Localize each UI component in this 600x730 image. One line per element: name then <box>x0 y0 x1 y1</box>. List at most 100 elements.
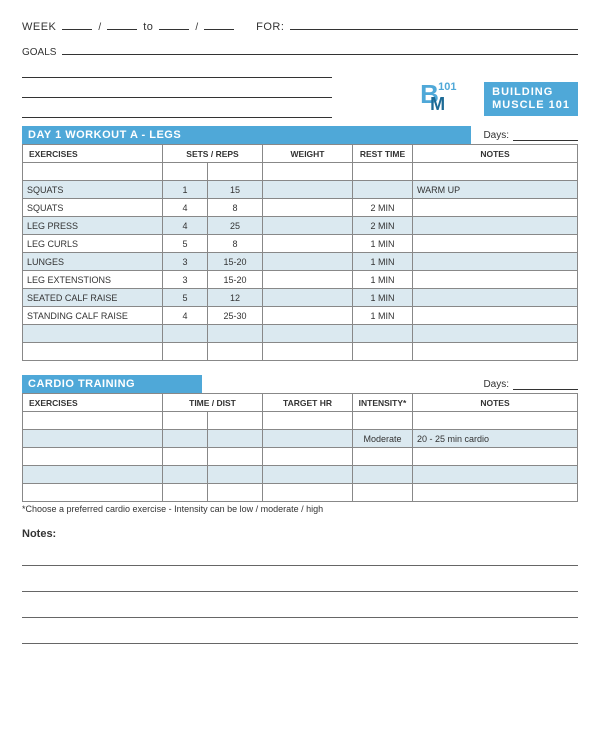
cell-notes[interactable] <box>413 163 578 181</box>
cell-hr[interactable] <box>263 466 353 484</box>
cell-exercise[interactable]: LUNGES <box>23 253 163 271</box>
cell-dist[interactable] <box>208 466 263 484</box>
cell-weight[interactable] <box>263 289 353 307</box>
cell-cardio-notes[interactable] <box>413 412 578 430</box>
cell-intensity[interactable] <box>353 466 413 484</box>
cell-notes[interactable] <box>413 199 578 217</box>
cell-time[interactable] <box>163 466 208 484</box>
cell-exercise[interactable]: LEG EXTENSTIONS <box>23 271 163 289</box>
cell-dist[interactable] <box>208 430 263 448</box>
for-field[interactable] <box>290 18 578 30</box>
cell-intensity[interactable] <box>353 412 413 430</box>
cell-rest[interactable]: 1 MIN <box>353 289 413 307</box>
cell-reps[interactable]: 8 <box>208 199 263 217</box>
cell-sets[interactable]: 5 <box>163 289 208 307</box>
cell-cardio-notes[interactable] <box>413 466 578 484</box>
notes-line-3[interactable] <box>22 592 578 618</box>
cell-exercise[interactable] <box>23 163 163 181</box>
cell-time[interactable] <box>163 448 208 466</box>
cell-rest[interactable] <box>353 163 413 181</box>
cell-hr[interactable] <box>263 412 353 430</box>
workout-days-field[interactable] <box>513 129 578 141</box>
cell-cardio-ex[interactable] <box>23 430 163 448</box>
week-field-3[interactable] <box>159 18 189 30</box>
cell-time[interactable] <box>163 484 208 502</box>
cell-reps[interactable] <box>208 343 263 361</box>
cell-reps[interactable] <box>208 325 263 343</box>
cell-sets[interactable] <box>163 325 208 343</box>
week-field-1[interactable] <box>62 18 92 30</box>
cell-cardio-ex[interactable] <box>23 466 163 484</box>
cell-exercise[interactable]: SQUATS <box>23 181 163 199</box>
cell-rest[interactable]: 1 MIN <box>353 235 413 253</box>
cell-hr[interactable] <box>263 484 353 502</box>
cell-rest[interactable]: 2 MIN <box>353 199 413 217</box>
cell-hr[interactable] <box>263 448 353 466</box>
cell-cardio-ex[interactable] <box>23 412 163 430</box>
cell-weight[interactable] <box>263 343 353 361</box>
cell-sets[interactable]: 4 <box>163 199 208 217</box>
cell-cardio-ex[interactable] <box>23 484 163 502</box>
cell-sets[interactable]: 3 <box>163 253 208 271</box>
cell-intensity[interactable] <box>353 448 413 466</box>
cell-weight[interactable] <box>263 163 353 181</box>
cell-weight[interactable] <box>263 253 353 271</box>
cell-weight[interactable] <box>263 325 353 343</box>
cell-reps[interactable]: 25 <box>208 217 263 235</box>
cell-notes[interactable] <box>413 325 578 343</box>
cell-rest[interactable] <box>353 325 413 343</box>
notes-line-4[interactable] <box>22 618 578 644</box>
cell-dist[interactable] <box>208 412 263 430</box>
cell-intensity[interactable] <box>353 484 413 502</box>
cell-notes[interactable] <box>413 253 578 271</box>
cell-sets[interactable]: 4 <box>163 307 208 325</box>
cell-sets[interactable]: 1 <box>163 181 208 199</box>
cell-time[interactable] <box>163 412 208 430</box>
cell-rest[interactable] <box>353 181 413 199</box>
cell-notes[interactable]: WARM UP <box>413 181 578 199</box>
notes-line-1[interactable] <box>22 540 578 566</box>
cell-notes[interactable] <box>413 217 578 235</box>
cell-rest[interactable]: 1 MIN <box>353 271 413 289</box>
cell-reps[interactable]: 12 <box>208 289 263 307</box>
cell-dist[interactable] <box>208 448 263 466</box>
cell-rest[interactable]: 2 MIN <box>353 217 413 235</box>
cell-intensity[interactable]: Moderate <box>353 430 413 448</box>
cell-reps[interactable]: 15-20 <box>208 253 263 271</box>
goals-field-1[interactable] <box>62 43 578 55</box>
cell-weight[interactable] <box>263 307 353 325</box>
cell-hr[interactable] <box>263 430 353 448</box>
cell-exercise[interactable] <box>23 343 163 361</box>
cell-sets[interactable]: 5 <box>163 235 208 253</box>
cell-exercise[interactable]: SEATED CALF RAISE <box>23 289 163 307</box>
cell-reps[interactable] <box>208 163 263 181</box>
cell-cardio-ex[interactable] <box>23 448 163 466</box>
week-field-2[interactable] <box>107 18 137 30</box>
cell-notes[interactable] <box>413 307 578 325</box>
cell-rest[interactable] <box>353 343 413 361</box>
cell-exercise[interactable]: LEG CURLS <box>23 235 163 253</box>
cell-rest[interactable]: 1 MIN <box>353 253 413 271</box>
cell-reps[interactable]: 25-30 <box>208 307 263 325</box>
cell-notes[interactable] <box>413 343 578 361</box>
week-field-4[interactable] <box>204 18 234 30</box>
cell-notes[interactable] <box>413 271 578 289</box>
cell-weight[interactable] <box>263 199 353 217</box>
cell-weight[interactable] <box>263 271 353 289</box>
cell-cardio-notes[interactable] <box>413 484 578 502</box>
cell-sets[interactable]: 4 <box>163 217 208 235</box>
cell-exercise[interactable] <box>23 325 163 343</box>
cell-time[interactable] <box>163 430 208 448</box>
cell-dist[interactable] <box>208 484 263 502</box>
cell-weight[interactable] <box>263 235 353 253</box>
cell-reps[interactable]: 8 <box>208 235 263 253</box>
cell-sets[interactable] <box>163 163 208 181</box>
cell-exercise[interactable]: SQUATS <box>23 199 163 217</box>
cell-rest[interactable]: 1 MIN <box>353 307 413 325</box>
cell-reps[interactable]: 15 <box>208 181 263 199</box>
notes-line-2[interactable] <box>22 566 578 592</box>
cell-notes[interactable] <box>413 235 578 253</box>
cell-sets[interactable] <box>163 343 208 361</box>
cell-weight[interactable] <box>263 217 353 235</box>
cell-sets[interactable]: 3 <box>163 271 208 289</box>
